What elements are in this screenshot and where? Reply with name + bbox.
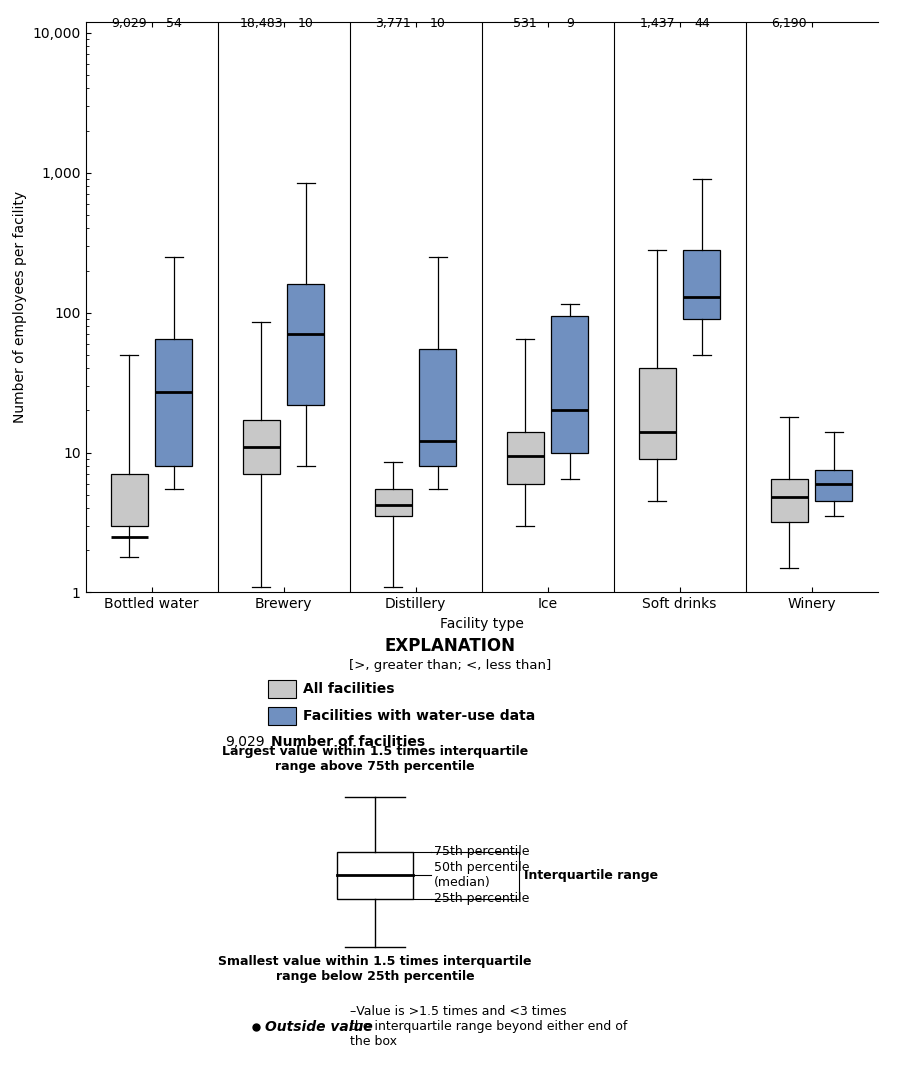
Text: All facilities: All facilities	[303, 682, 394, 696]
Text: 54: 54	[166, 17, 182, 29]
Text: 3,771: 3,771	[375, 17, 411, 29]
PathPatch shape	[156, 339, 193, 466]
Text: Interquartile range: Interquartile range	[524, 869, 658, 882]
Text: 531: 531	[513, 17, 537, 29]
Bar	[337, 852, 413, 899]
PathPatch shape	[243, 421, 280, 474]
Text: EXPLANATION: EXPLANATION	[384, 637, 516, 654]
Text: 10: 10	[430, 17, 446, 29]
Text: Facilities with water-use data: Facilities with water-use data	[303, 709, 536, 723]
Text: 9,029: 9,029	[112, 17, 147, 29]
Text: 50th percentile
(median): 50th percentile (median)	[434, 861, 529, 889]
Text: Number of facilities: Number of facilities	[271, 735, 425, 749]
PathPatch shape	[815, 470, 852, 501]
PathPatch shape	[770, 478, 807, 522]
Text: 44: 44	[694, 17, 710, 29]
Text: 25th percentile: 25th percentile	[434, 892, 529, 905]
PathPatch shape	[639, 368, 676, 459]
Text: 18,483: 18,483	[239, 17, 283, 29]
PathPatch shape	[683, 250, 720, 318]
Text: 1,437: 1,437	[639, 17, 675, 29]
Bar	[268, 707, 296, 725]
PathPatch shape	[374, 489, 411, 516]
Text: Outside value: Outside value	[265, 1020, 373, 1034]
Text: 9: 9	[566, 17, 574, 29]
Text: 75th percentile: 75th percentile	[434, 846, 529, 859]
Text: Smallest value within 1.5 times interquartile
range below 25th percentile: Smallest value within 1.5 times interqua…	[218, 954, 532, 983]
Text: [>, greater than; <, less than]: [>, greater than; <, less than]	[349, 659, 551, 672]
X-axis label: Facility type: Facility type	[439, 616, 524, 630]
PathPatch shape	[552, 315, 589, 452]
Bar	[268, 679, 296, 698]
Text: Largest value within 1.5 times interquartile
range above 75th percentile: Largest value within 1.5 times interquar…	[222, 745, 528, 773]
PathPatch shape	[419, 349, 456, 466]
PathPatch shape	[111, 474, 148, 526]
Text: 6,190: 6,190	[771, 17, 807, 29]
Text: –Value is >1.5 times and <3 times
the interquartile range beyond either end of
t: –Value is >1.5 times and <3 times the in…	[350, 1005, 627, 1049]
PathPatch shape	[507, 432, 544, 484]
PathPatch shape	[287, 284, 324, 404]
Text: 9,029: 9,029	[225, 735, 265, 749]
Y-axis label: Number of employees per facility: Number of employees per facility	[13, 191, 27, 423]
Text: 10: 10	[298, 17, 314, 29]
